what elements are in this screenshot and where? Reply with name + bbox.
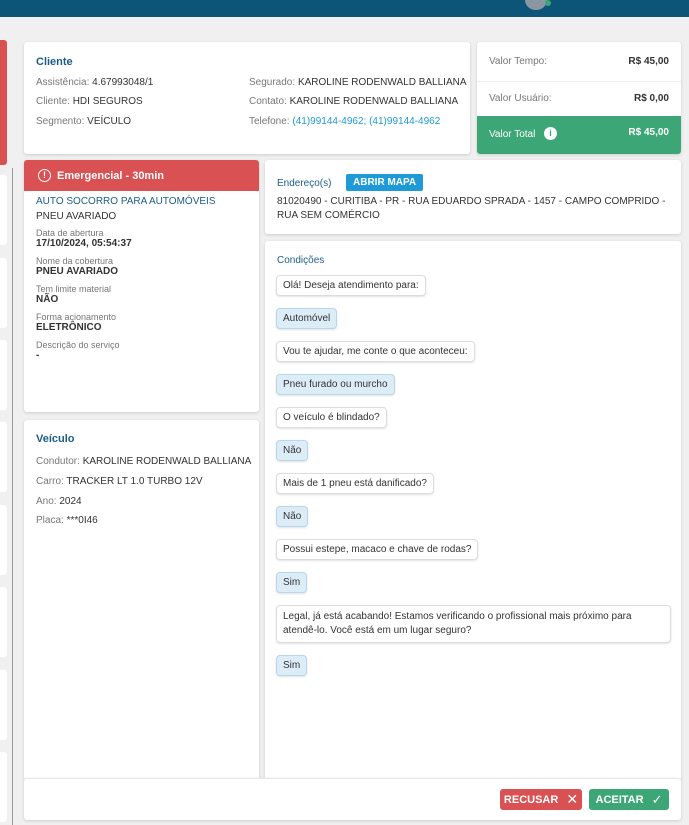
field-label: Tem limite material bbox=[36, 284, 112, 294]
carro: Carro: TRACKER LT 1.0 TURBO 12V bbox=[36, 476, 203, 487]
placa: Placa: ***0I46 bbox=[36, 515, 98, 526]
valor-usuario-row: Valor Usuário: R$ 0,00 bbox=[489, 93, 669, 104]
background-list-item[interactable] bbox=[0, 422, 7, 492]
conditions-card: Condições Olá! Deseja atendimento para: A… bbox=[265, 241, 681, 781]
address-card: Endereço(s) ABRIR MAPA 81020490 - CURITI… bbox=[265, 160, 681, 234]
condutor: Condutor: KAROLINE RODENWALD BALLIANA bbox=[36, 456, 252, 467]
chat-message: Legal, já está acabando! Estamos verific… bbox=[276, 605, 671, 643]
service-subtype: PNEU AVARIADO bbox=[36, 211, 117, 222]
chat-message: Não bbox=[276, 506, 671, 539]
client-card: Cliente Assistência: 4.67993048/1 Client… bbox=[24, 42, 470, 154]
chat-message: Olá! Deseja atendimento para: bbox=[276, 275, 671, 308]
address-title: Endereço(s) bbox=[277, 178, 332, 189]
user-answer-bubble: Sim bbox=[276, 655, 308, 676]
accept-button[interactable]: ACEITAR ✓ bbox=[589, 789, 669, 810]
telefone: Telefone: (41)99144-4962; (41)99144-4962 bbox=[249, 116, 441, 127]
open-map-button[interactable]: ABRIR MAPA bbox=[346, 174, 424, 191]
vehicle-title: Veículo bbox=[36, 433, 75, 445]
segmento: Segmento: VEÍCULO bbox=[36, 116, 132, 127]
chat-message: Automóvel bbox=[276, 308, 671, 341]
field-label: Data de abertura bbox=[36, 228, 104, 238]
address-text: 81020490 - CURITIBA - PR - RUA EDUARDO S… bbox=[277, 196, 666, 221]
service-details: AUTO SOCORRO PARA AUTOMÓVEIS PNEU AVARIA… bbox=[24, 191, 259, 373]
values-card: Valor Tempo: R$ 45,00 Valor Usuário: R$ … bbox=[477, 42, 681, 154]
user-avatar[interactable] bbox=[525, 0, 547, 10]
field-value: NÃO bbox=[36, 294, 59, 305]
conditions-title: Condições bbox=[277, 255, 325, 266]
valor-total-row: Valor Total i R$ 45,00 bbox=[477, 116, 681, 154]
background-list-item[interactable] bbox=[0, 752, 7, 822]
panel-divider bbox=[12, 168, 13, 825]
chat-log: Olá! Deseja atendimento para: Automóvel Vo… bbox=[276, 275, 671, 688]
refuse-button[interactable]: RECUSAR ✕ bbox=[500, 789, 582, 810]
service-field: Data de abertura 17/10/2024, 05:54:37 bbox=[36, 228, 247, 249]
background-list-item[interactable] bbox=[0, 40, 7, 165]
urgency-banner: ! Emergencial - 30min bbox=[24, 160, 259, 191]
user-answer-bubble: Pneu furado ou murcho bbox=[276, 374, 395, 395]
user-answer-bubble: Sim bbox=[276, 572, 308, 593]
service-field: Descrição do serviço - bbox=[36, 340, 247, 361]
background-list-item[interactable] bbox=[0, 175, 7, 245]
field-value: - bbox=[36, 350, 40, 361]
service-field: Nome da cobertura PNEU AVARIADO bbox=[36, 256, 247, 277]
service-type: AUTO SOCORRO PARA AUTOMÓVEIS bbox=[36, 196, 216, 207]
chat-message: Pneu furado ou murcho bbox=[276, 374, 671, 407]
user-answer-bubble: Não bbox=[276, 506, 309, 527]
ano: Ano: 2024 bbox=[36, 496, 82, 507]
field-label: Nome da cobertura bbox=[36, 256, 114, 266]
background-list-item[interactable] bbox=[0, 670, 7, 740]
bot-question-bubble: O veículo é blindado? bbox=[276, 407, 387, 428]
bot-question-bubble: Vou te ajudar, me conte o que aconteceu: bbox=[276, 341, 475, 362]
field-value: 17/10/2024, 05:54:37 bbox=[36, 238, 132, 249]
contato: Contato: KAROLINE RODENWALD BALLIANA bbox=[249, 96, 459, 107]
chat-message: O veículo é blindado? bbox=[276, 407, 671, 440]
background-list-item[interactable] bbox=[0, 587, 7, 657]
chat-message: Possui estepe, macaco e chave de rodas? bbox=[276, 539, 671, 572]
service-field: Forma acionamento ELETRÔNICO bbox=[36, 312, 247, 333]
field-value: PNEU AVARIADO bbox=[36, 266, 119, 277]
field-label: Forma acionamento bbox=[36, 312, 117, 322]
top-navbar bbox=[0, 0, 689, 17]
info-icon[interactable]: i bbox=[544, 127, 557, 140]
action-footer: RECUSAR ✕ ACEITAR ✓ bbox=[24, 778, 681, 820]
chat-message: Vou te ajudar, me conte o que aconteceu: bbox=[276, 341, 671, 374]
user-answer-bubble: Não bbox=[276, 440, 309, 461]
background-list-item[interactable] bbox=[0, 258, 7, 328]
telefone-link[interactable]: (41)99144-4962; (41)99144-4962 bbox=[292, 116, 441, 127]
cliente-nome: Cliente: HDI SEGUROS bbox=[36, 96, 143, 107]
user-answer-bubble: Automóvel bbox=[276, 308, 338, 329]
client-title: Cliente bbox=[36, 56, 73, 68]
bot-question-bubble: Possui estepe, macaco e chave de rodas? bbox=[276, 539, 479, 560]
valor-tempo-row: Valor Tempo: R$ 45,00 bbox=[477, 42, 681, 82]
chat-message: Sim bbox=[276, 572, 671, 605]
service-field: Tem limite material NÃO bbox=[36, 284, 247, 305]
vehicle-card: Veículo Condutor: KAROLINE RODENWALD BAL… bbox=[24, 420, 259, 780]
segurado: Segurado: KAROLINE RODENWALD BALLIANA bbox=[249, 77, 467, 88]
field-value: ELETRÔNICO bbox=[36, 322, 102, 333]
service-card: ! Emergencial - 30min AUTO SOCORRO PARA … bbox=[24, 160, 259, 412]
chat-message: Sim bbox=[276, 655, 671, 688]
chat-message: Não bbox=[276, 440, 671, 473]
background-list-item[interactable] bbox=[0, 505, 7, 575]
close-icon: ✕ bbox=[566, 791, 579, 807]
alert-icon: ! bbox=[38, 169, 51, 182]
background-list-item[interactable] bbox=[0, 340, 7, 410]
field-label: Descrição do serviço bbox=[36, 340, 120, 350]
bot-question-bubble: Olá! Deseja atendimento para: bbox=[276, 275, 426, 296]
chat-message: Mais de 1 pneu está danificado? bbox=[276, 473, 671, 506]
bot-question-bubble: Legal, já está acabando! Estamos verific… bbox=[276, 605, 671, 643]
check-icon: ✓ bbox=[651, 791, 663, 807]
bot-question-bubble: Mais de 1 pneu está danificado? bbox=[276, 473, 434, 494]
online-status-dot bbox=[545, 0, 551, 6]
assistencia: Assistência: 4.67993048/1 bbox=[36, 77, 154, 88]
